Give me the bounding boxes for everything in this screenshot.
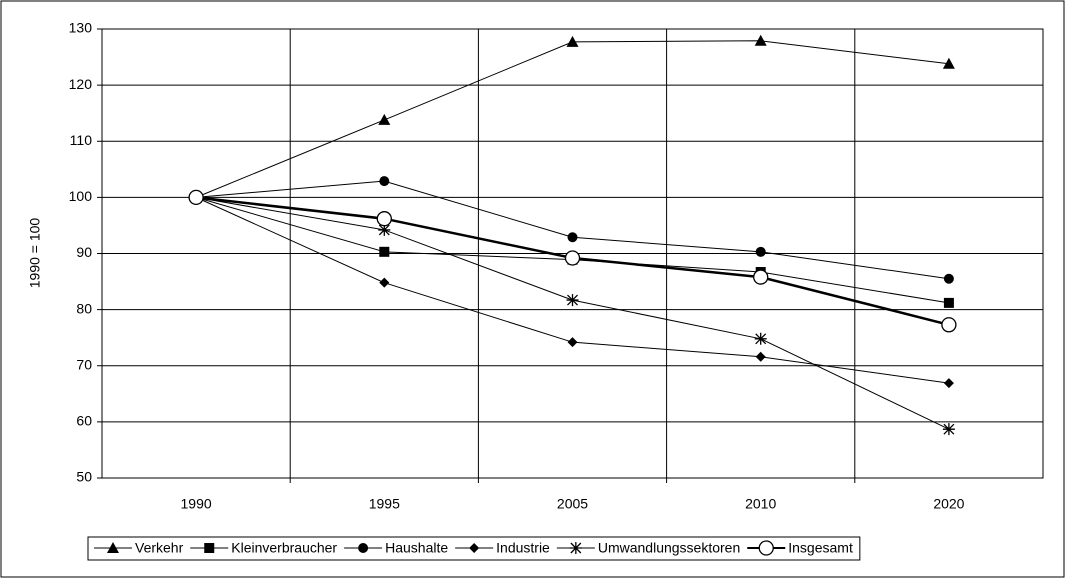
y-tick-label: 70 (76, 356, 92, 372)
x-tick-label: 1995 (369, 496, 400, 512)
plot-frame (101, 28, 1044, 479)
legend-marker (107, 542, 119, 553)
data-point (378, 113, 391, 125)
y-tick-label: 120 (69, 76, 93, 92)
data-point (942, 423, 955, 436)
data-point (942, 57, 955, 69)
legend-label: Industrie (496, 540, 550, 556)
y-tick-label: 130 (69, 20, 93, 36)
y-tick-label: 50 (76, 469, 92, 485)
data-point (378, 223, 391, 236)
data-point (379, 277, 390, 288)
y-tick-label: 60 (76, 413, 92, 429)
data-point (753, 269, 769, 285)
y-tick-label: 80 (76, 300, 92, 316)
data-point (376, 211, 392, 227)
x-tick-label: 2020 (933, 496, 964, 512)
legend-marker (204, 543, 215, 553)
data-point (567, 232, 578, 243)
data-point (755, 351, 766, 362)
legend-label: Insgesamt (788, 540, 853, 556)
data-point (754, 332, 767, 345)
y-tick-label: 90 (76, 244, 92, 260)
y-axis-label: 1990 = 100 (27, 218, 43, 289)
legend-label: Haushalte (385, 540, 448, 556)
legend-label: Umwandlungssektoren (598, 540, 740, 556)
legend-label: Kleinverbraucher (231, 540, 337, 556)
data-point (755, 246, 766, 257)
data-point (943, 297, 954, 308)
y-tick-label: 110 (70, 132, 93, 148)
data-point (379, 246, 390, 257)
data-point (943, 273, 954, 284)
y-tick-label: 100 (69, 188, 93, 204)
data-point (943, 378, 954, 389)
data-point (188, 189, 204, 206)
data-point (566, 294, 579, 307)
x-tick-label: 1990 (181, 496, 212, 512)
data-point (754, 34, 767, 46)
data-point (941, 317, 957, 333)
legend-marker (758, 540, 774, 556)
data-point (566, 35, 579, 47)
legend-marker (358, 543, 369, 553)
legend-marker (469, 543, 480, 553)
legend-marker (569, 542, 582, 554)
data-point (379, 176, 390, 187)
x-tick-label: 2005 (557, 496, 588, 512)
x-tick-label: 2010 (745, 496, 776, 512)
data-point (567, 337, 578, 348)
data-point (564, 250, 581, 266)
legend-label: Verkehr (135, 540, 184, 556)
